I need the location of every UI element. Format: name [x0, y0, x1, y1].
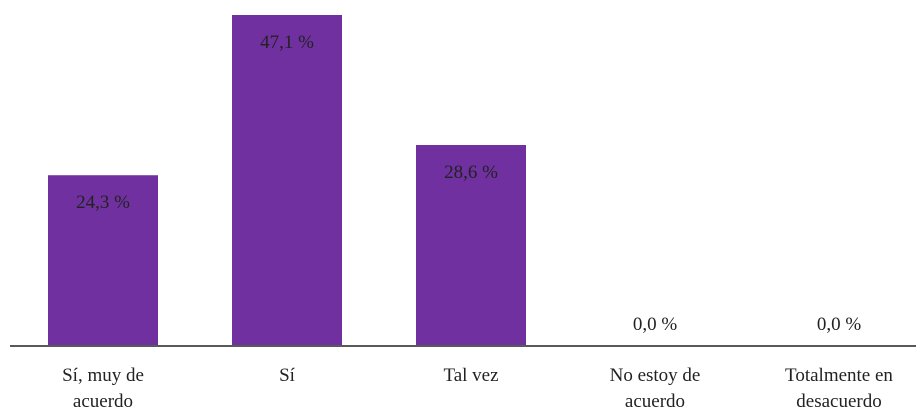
category-label-1-line-0: Sí: [279, 365, 296, 386]
bar-2: [416, 145, 526, 346]
category-label-3-line-0: No estoy de: [610, 365, 701, 386]
category-label-4-line-1: desacuerdo: [796, 391, 881, 409]
data-label-3: 0,0 %: [633, 314, 678, 335]
bars-group: [48, 15, 526, 346]
data-label-4: 0,0 %: [817, 314, 862, 335]
category-label-2-line-0: Tal vez: [443, 365, 498, 386]
category-labels-group: Sí, muy de acuerdo Sí Tal vez No estoy de acu…: [62, 365, 893, 409]
category-label-4-line-0: Totalmente en: [785, 365, 893, 386]
value-labels-group: 24,3 % 47,1 % 28,6 % 0,0 % 0,0 %: [76, 32, 861, 335]
data-label-0: 24,3 %: [76, 192, 130, 213]
data-label-1: 47,1 %: [260, 32, 314, 53]
bar-0: [48, 175, 158, 346]
category-label-3-line-1: acuerdo: [625, 391, 685, 409]
data-label-2: 28,6 %: [444, 162, 498, 183]
category-label-0-line-0: Sí, muy de: [62, 365, 144, 386]
category-label-0-line-1: acuerdo: [73, 391, 133, 409]
bar-1: [232, 15, 342, 346]
